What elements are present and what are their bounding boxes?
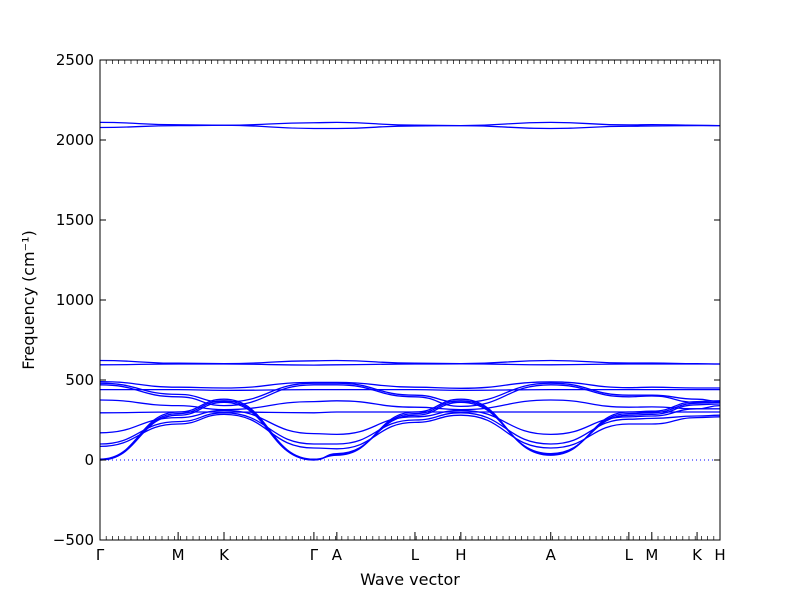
band-line-13: [99, 413, 721, 450]
x-axis-label: Wave vector: [360, 570, 460, 589]
y-tick-label: 2500: [56, 51, 94, 69]
y-tick-label: 1500: [56, 211, 94, 229]
y-axis-ticks: −500 0 500 1000 1500 2000 2500: [53, 51, 720, 549]
x-tick-label-6: L: [411, 546, 420, 564]
y-tick-label: 500: [65, 371, 94, 389]
band-line-7: [99, 384, 720, 408]
band-line-5: [99, 380, 720, 389]
band-line-9: [99, 399, 720, 411]
x-tick-label-4: Γ: [310, 546, 319, 564]
x-tick-label-11: K: [692, 546, 703, 564]
band-line-15: [99, 400, 721, 461]
y-tick-label: 0: [84, 451, 94, 469]
x-tick-label-3: K: [219, 546, 230, 564]
band-line-16: [99, 398, 721, 460]
band-line-6: [99, 382, 721, 404]
band-line-14: [99, 401, 721, 461]
x-tick-label-8: A: [546, 546, 557, 564]
plot-frame: [99, 59, 721, 541]
band-line-4: [99, 363, 721, 366]
x-tick-label-5: A: [332, 546, 343, 564]
band-line-2: [99, 124, 720, 130]
x-tick-label-1: Γ: [96, 546, 105, 564]
x-tick-label-10: M: [645, 546, 658, 564]
x-tick-label-9: L: [625, 546, 634, 564]
y-axis-label: Frequency (cm⁻¹): [19, 230, 38, 369]
band-line-10: [99, 411, 720, 414]
y-tick-label: 1000: [56, 291, 94, 309]
x-tick-label-12: H: [714, 546, 725, 564]
band-line-12: [99, 412, 721, 445]
x-tick-label-7: H: [455, 546, 466, 564]
y-tick-label: 2000: [56, 131, 94, 149]
y-tick-label: −500: [53, 531, 94, 549]
x-tick-label-2: M: [172, 546, 185, 564]
band-line-11: [99, 404, 721, 436]
band-lines: [99, 121, 721, 461]
band-line-8: [99, 388, 720, 392]
